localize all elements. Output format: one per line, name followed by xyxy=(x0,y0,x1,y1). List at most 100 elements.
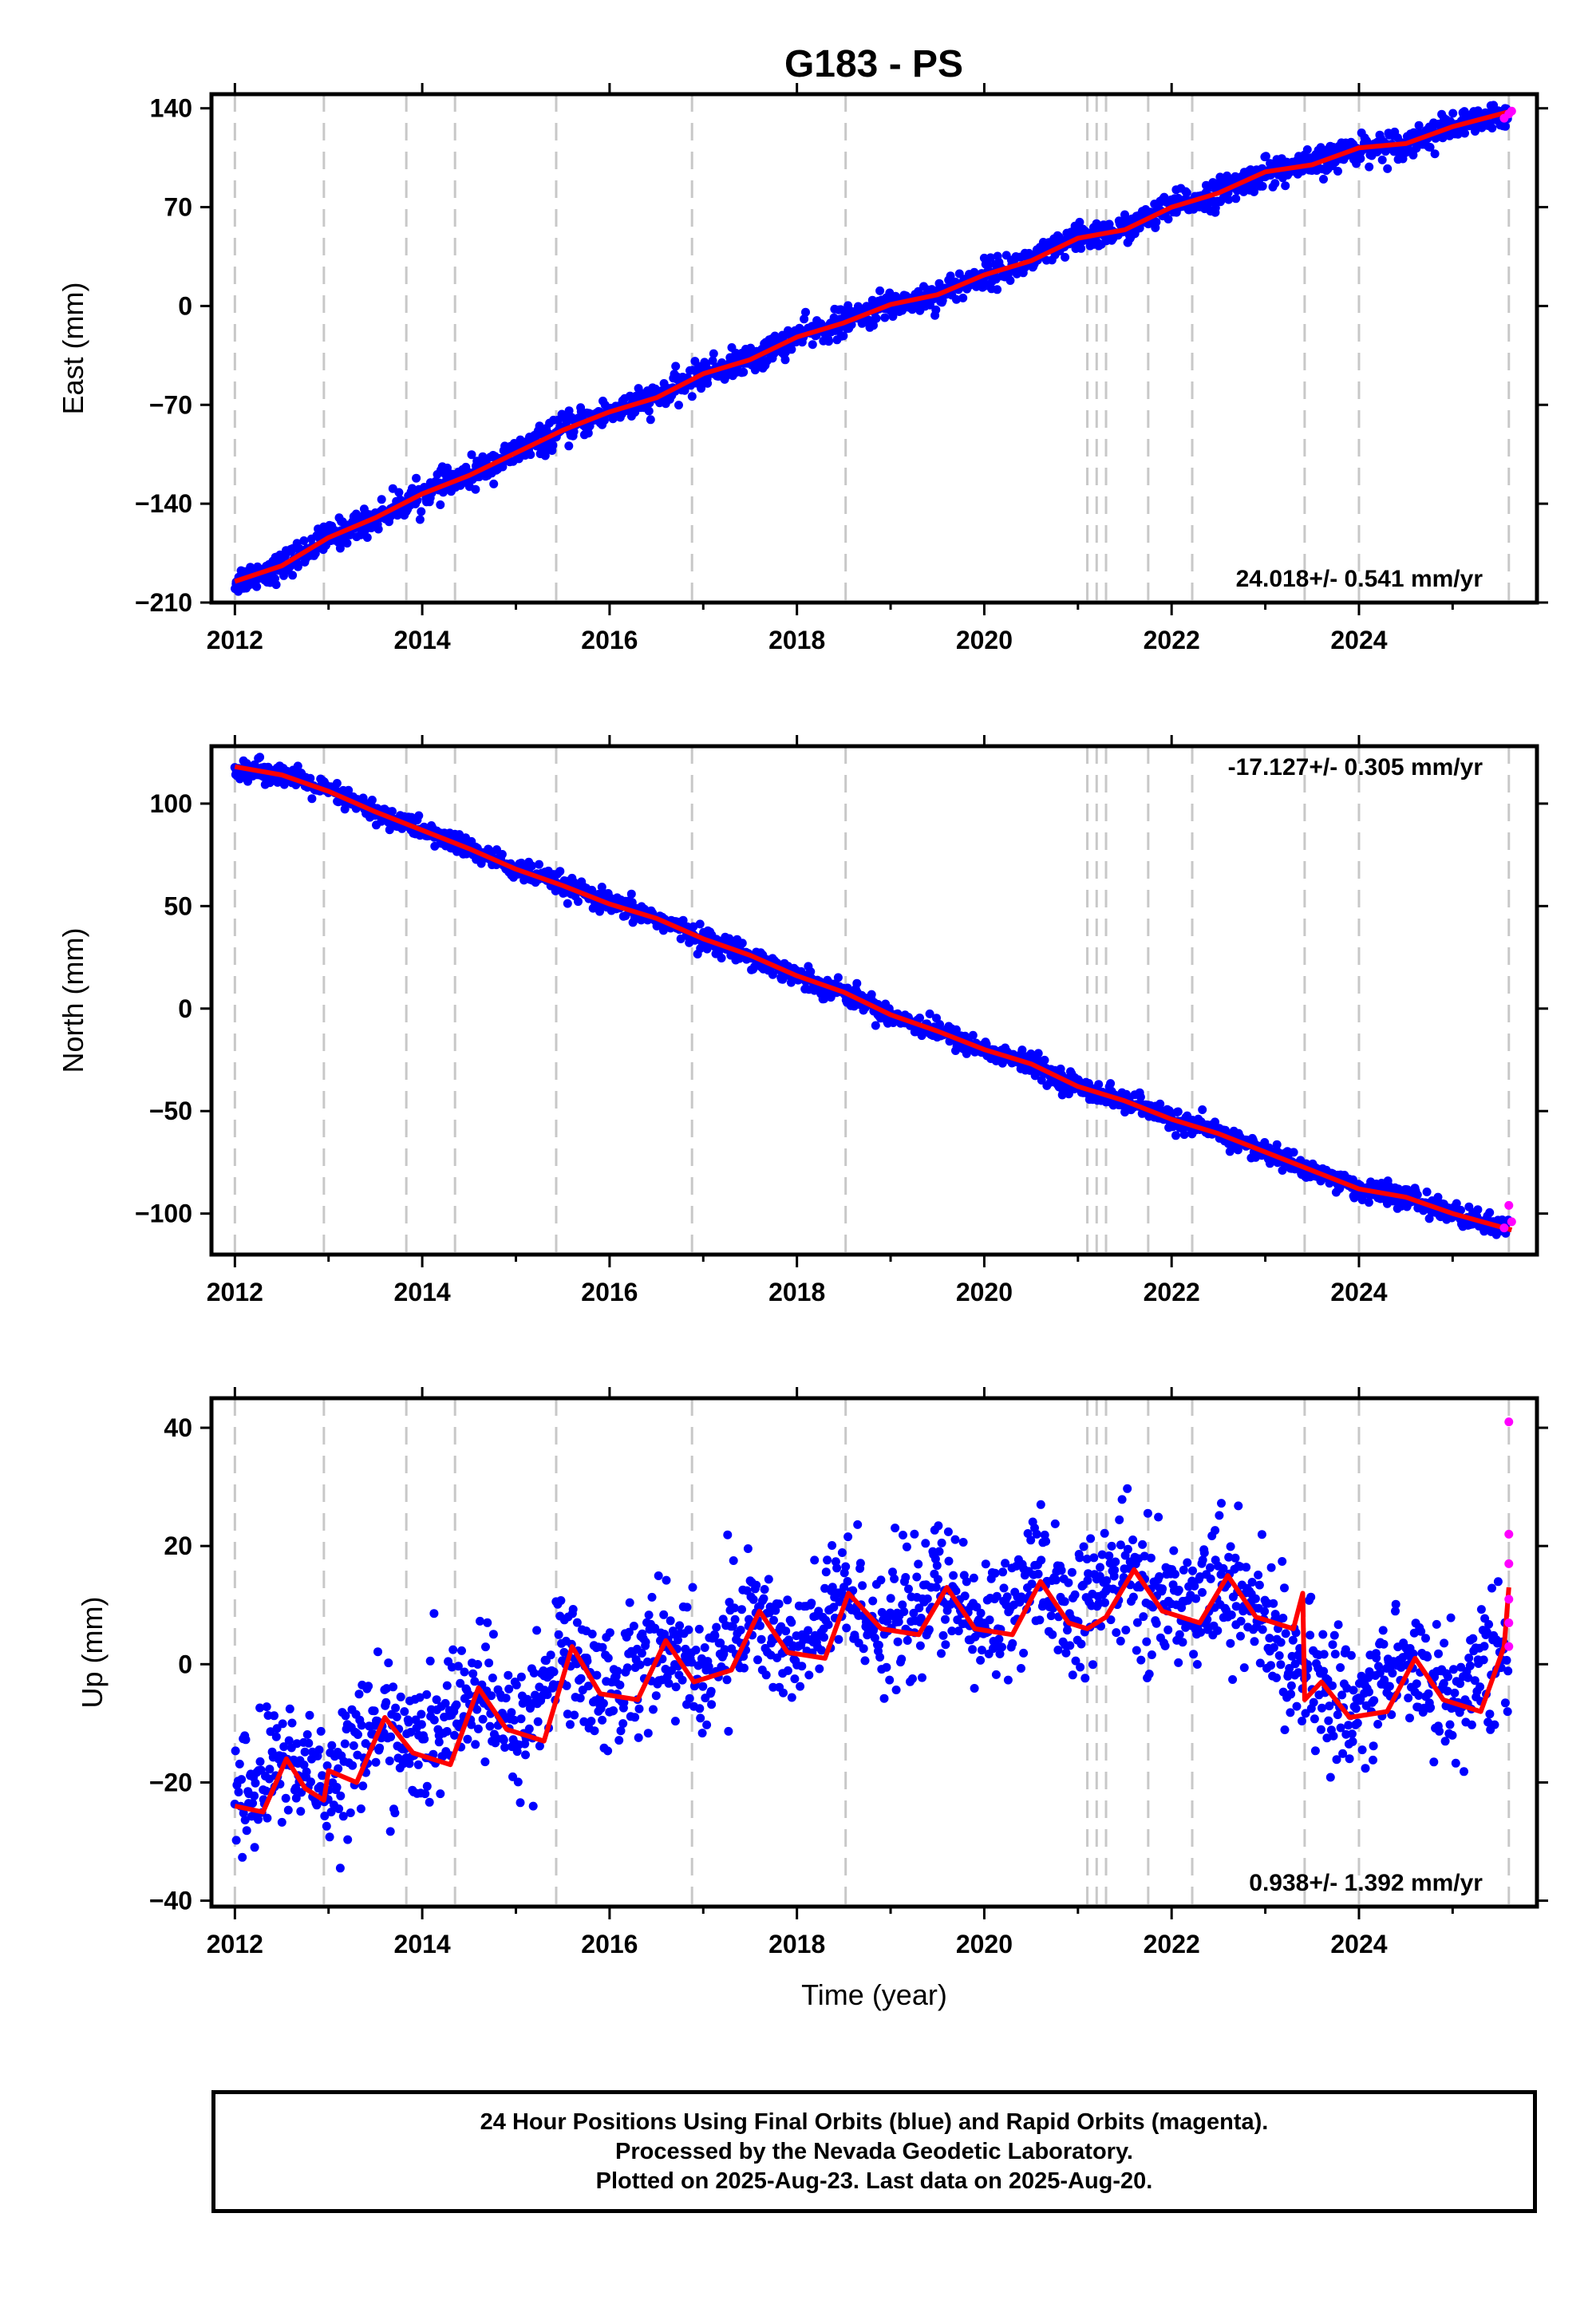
xtick-label-1-2: 2016 xyxy=(581,1278,638,1306)
final-point-2-1388 xyxy=(1336,1663,1345,1672)
final-point-2-305 xyxy=(473,1660,483,1669)
final-point-2-637 xyxy=(737,1605,746,1614)
final-point-2-626 xyxy=(729,1556,738,1565)
final-point-2-121 xyxy=(326,1808,336,1816)
final-point-2-1582 xyxy=(1490,1720,1499,1729)
final-point-2-867 xyxy=(921,1539,930,1548)
final-point-2-1105 xyxy=(1110,1565,1120,1575)
final-point-2-928 xyxy=(969,1573,978,1583)
final-point-2-379 xyxy=(532,1626,542,1635)
final-point-2-745 xyxy=(824,1620,833,1630)
final-point-2-94 xyxy=(305,1710,314,1720)
final-point-0-1061 xyxy=(1075,217,1084,227)
final-point-2-593 xyxy=(702,1720,712,1729)
final-point-2-938 xyxy=(977,1646,986,1655)
final-point-2-605 xyxy=(712,1622,721,1632)
final-point-2-1225 xyxy=(1206,1563,1215,1572)
rate-label-0: 24.018+/- 0.541 mm/yr xyxy=(1236,566,1483,592)
final-point-2-1066 xyxy=(1079,1542,1088,1551)
ytick-label-0-1: −140 xyxy=(135,489,192,518)
final-point-2-122 xyxy=(327,1741,337,1750)
final-point-2-677 xyxy=(769,1615,778,1625)
final-point-2-22 xyxy=(248,1799,258,1808)
final-point-1-79 xyxy=(293,761,302,771)
final-point-1-31 xyxy=(255,753,265,762)
final-point-1-1309 xyxy=(1272,1140,1282,1149)
final-point-2-1157 xyxy=(1152,1618,1161,1628)
final-point-2-347 xyxy=(507,1708,516,1717)
final-point-2-905 xyxy=(950,1535,960,1544)
final-point-2-1270 xyxy=(1242,1563,1251,1572)
final-point-2-603 xyxy=(710,1631,720,1640)
final-point-2-1385 xyxy=(1333,1710,1342,1720)
final-point-2-556 xyxy=(674,1635,682,1645)
final-point-2-133 xyxy=(336,1791,346,1800)
final-point-1-1017 xyxy=(1040,1055,1049,1065)
final-point-0-1118 xyxy=(1120,210,1129,219)
final-point-2-218 xyxy=(404,1717,413,1727)
final-point-1-128 xyxy=(332,779,342,788)
final-point-2-618 xyxy=(722,1675,732,1685)
final-point-2-1509 xyxy=(1432,1619,1441,1629)
final-point-2-1095 xyxy=(1102,1576,1112,1585)
final-point-0-601 xyxy=(709,349,718,358)
final-point-1-989 xyxy=(1017,1045,1027,1055)
panel-frame-0 xyxy=(209,92,1539,605)
final-point-2-883 xyxy=(934,1575,942,1584)
final-point-2-710 xyxy=(796,1682,805,1691)
final-point-2-139 xyxy=(341,1711,350,1721)
final-point-2-893 xyxy=(941,1640,950,1650)
final-point-0-600 xyxy=(708,356,717,366)
final-point-2-83 xyxy=(296,1807,306,1816)
final-point-2-1475 xyxy=(1405,1713,1414,1723)
final-point-2-598 xyxy=(706,1686,716,1696)
final-point-0-1248 xyxy=(1224,195,1234,204)
final-point-2-29 xyxy=(254,1815,263,1824)
xtick-label-0-4: 2020 xyxy=(956,626,1013,654)
final-point-2-155 xyxy=(354,1730,362,1739)
final-point-2-253 xyxy=(432,1695,441,1705)
final-point-2-833 xyxy=(893,1637,903,1646)
final-point-2-858 xyxy=(914,1559,923,1569)
final-point-2-455 xyxy=(592,1670,602,1680)
final-point-2-926 xyxy=(968,1645,978,1654)
final-point-2-1121 xyxy=(1123,1484,1132,1493)
final-point-2-52 xyxy=(271,1732,281,1741)
final-point-2-461 xyxy=(598,1715,607,1725)
final-point-2-664 xyxy=(759,1594,768,1603)
final-point-2-692 xyxy=(781,1626,791,1636)
final-point-2-1185 xyxy=(1174,1658,1183,1667)
final-point-1-1085 xyxy=(1094,1080,1104,1089)
final-point-2-1381 xyxy=(1329,1630,1339,1640)
final-point-2-193 xyxy=(384,1658,393,1668)
final-point-2-621 xyxy=(725,1598,734,1607)
final-point-0-1545 xyxy=(1460,128,1469,138)
final-point-0-141 xyxy=(342,539,352,548)
final-point-0-234 xyxy=(417,507,426,516)
final-point-2-1308 xyxy=(1272,1673,1281,1682)
final-point-2-201 xyxy=(390,1808,400,1818)
final-point-2-274 xyxy=(448,1645,458,1654)
final-point-2-1474 xyxy=(1404,1694,1413,1703)
final-point-2-584 xyxy=(695,1704,705,1713)
final-point-0-1291 xyxy=(1258,181,1267,191)
final-point-2-485 xyxy=(616,1726,626,1736)
xtick-label-1-1: 2014 xyxy=(394,1278,451,1306)
final-point-2-409 xyxy=(556,1596,566,1605)
final-point-2-138 xyxy=(340,1739,350,1749)
final-point-2-1239 xyxy=(1217,1499,1226,1508)
final-point-2-929 xyxy=(970,1684,979,1693)
final-point-2-1319 xyxy=(1280,1725,1290,1734)
final-point-2-1068 xyxy=(1080,1674,1090,1683)
final-point-2-317 xyxy=(483,1618,492,1627)
final-point-2-26 xyxy=(251,1778,260,1788)
final-point-2-1366 xyxy=(1318,1630,1328,1639)
final-point-2-1569 xyxy=(1479,1642,1489,1651)
final-point-2-161 xyxy=(358,1781,368,1791)
final-point-2-1138 xyxy=(1136,1655,1146,1665)
final-point-2-319 xyxy=(484,1658,494,1668)
xtick-label-0-2: 2016 xyxy=(581,626,638,654)
final-point-2-651 xyxy=(749,1595,758,1604)
final-point-0-715 xyxy=(800,314,809,324)
